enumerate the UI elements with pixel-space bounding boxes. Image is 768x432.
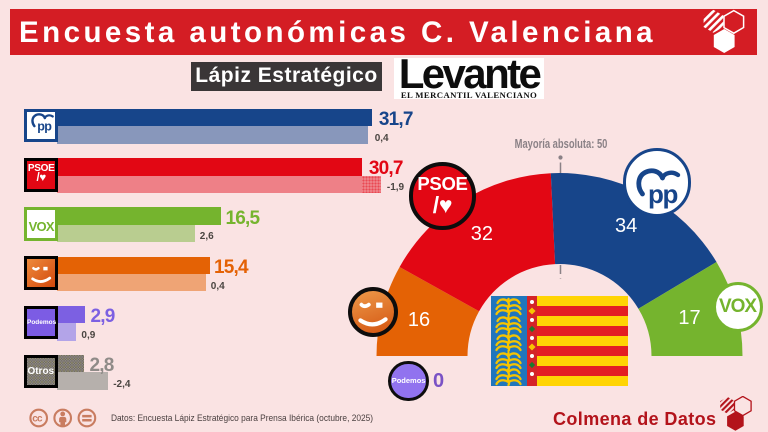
- svg-text:cc: cc: [32, 414, 43, 425]
- svg-text:pp: pp: [648, 179, 677, 209]
- svg-text:pp: pp: [37, 119, 52, 133]
